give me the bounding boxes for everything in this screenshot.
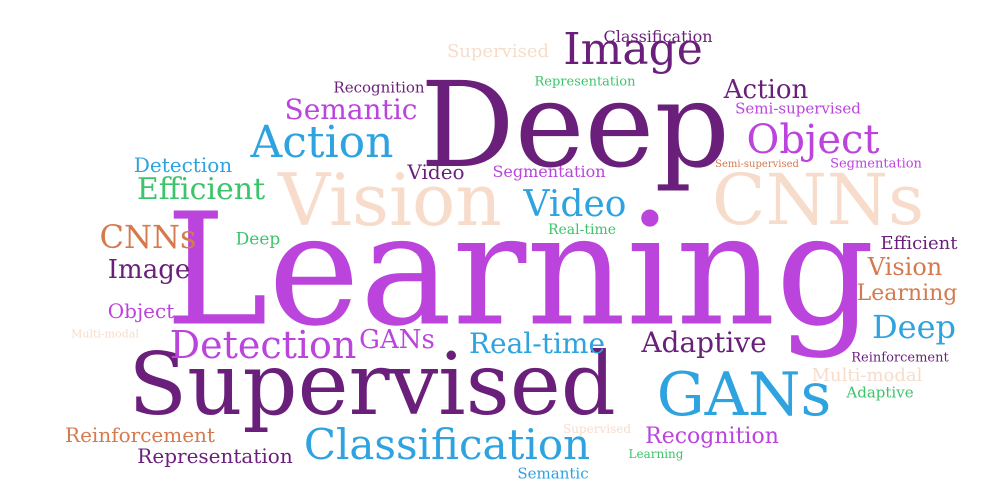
word-26: Video bbox=[407, 160, 465, 184]
word-7: Action bbox=[250, 117, 394, 168]
word-24: Representation bbox=[137, 444, 293, 468]
word-1: Deep bbox=[420, 56, 730, 194]
word-27: Detection bbox=[133, 153, 233, 177]
word-37: Deep bbox=[235, 229, 281, 250]
word-12: Efficient bbox=[136, 172, 266, 207]
word-11: Video bbox=[523, 184, 627, 225]
word-3: Vision bbox=[278, 158, 502, 242]
word-31: Classification bbox=[603, 27, 713, 46]
word-16: Adaptive bbox=[641, 326, 767, 359]
word-4: CNNs bbox=[712, 159, 924, 241]
word-40: Semantic bbox=[517, 464, 589, 483]
word-2: Supervised bbox=[128, 335, 616, 435]
word-45: Supervised bbox=[562, 422, 632, 436]
word-32: Supervised bbox=[446, 41, 550, 62]
word-33: Multi-modal bbox=[811, 365, 923, 386]
word-19: GANs bbox=[359, 325, 435, 355]
word-36: Representation bbox=[534, 74, 636, 90]
word-34: Semi-supervised bbox=[735, 99, 861, 118]
word-46: Multi-modal bbox=[71, 327, 139, 341]
word-0: Learning bbox=[165, 179, 875, 361]
word-41: Segmentation bbox=[830, 156, 922, 172]
word-18: Deep bbox=[871, 308, 957, 346]
word-38: Real-time bbox=[547, 222, 617, 238]
word-28: Object bbox=[107, 299, 175, 323]
word-5: GANs bbox=[656, 360, 832, 430]
word-20: Image bbox=[107, 255, 191, 285]
word-10: Detection bbox=[169, 323, 357, 367]
word-13: Semantic bbox=[284, 93, 418, 126]
word-6: Image bbox=[563, 24, 703, 75]
word-43: Semi-supervised bbox=[715, 159, 799, 170]
word-23: Reinforcement bbox=[65, 423, 215, 447]
word-44: Learning bbox=[628, 447, 684, 461]
word-9: Classification bbox=[303, 420, 591, 469]
word-29: Segmentation bbox=[492, 162, 606, 181]
word-17: Real-time bbox=[468, 327, 606, 360]
word-35: Recognition bbox=[333, 78, 425, 97]
word-22: Recognition bbox=[645, 424, 779, 449]
word-14: Action bbox=[723, 75, 809, 105]
word-8: Object bbox=[746, 117, 880, 163]
word-15: CNNs bbox=[99, 218, 197, 256]
word-42: Reinforcement bbox=[851, 350, 949, 366]
word-25: Learning bbox=[856, 281, 958, 306]
word-39: Adaptive bbox=[846, 383, 914, 402]
word-21: Vision bbox=[867, 253, 943, 281]
word-30: Efficient bbox=[880, 233, 958, 254]
